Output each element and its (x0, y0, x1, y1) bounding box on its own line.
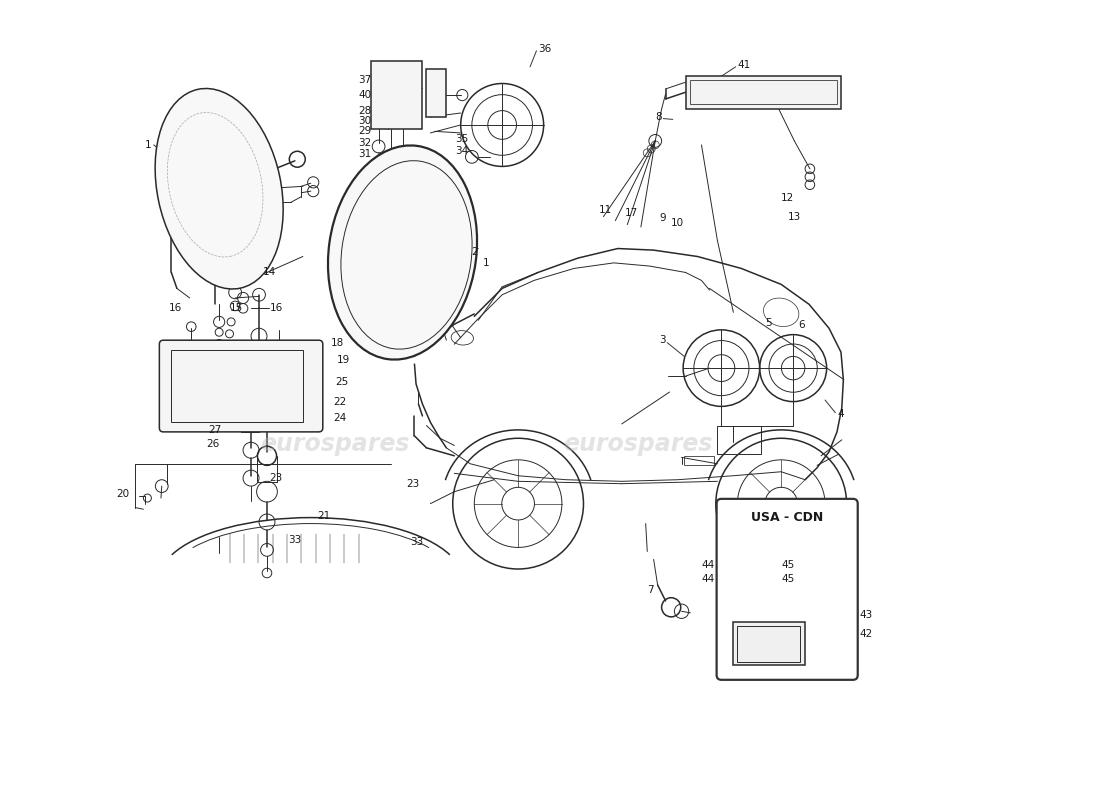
Text: 40: 40 (359, 90, 372, 101)
Text: USA - CDN: USA - CDN (751, 511, 823, 525)
Text: eurospares: eurospares (260, 432, 409, 456)
Text: 41: 41 (737, 60, 750, 70)
Text: 22: 22 (333, 397, 346, 406)
Ellipse shape (155, 89, 283, 289)
Text: 26: 26 (206, 439, 219, 449)
Text: 29: 29 (359, 126, 372, 135)
Text: 6: 6 (799, 320, 805, 330)
FancyBboxPatch shape (427, 69, 447, 117)
Text: 1: 1 (145, 140, 152, 150)
Text: 25: 25 (334, 378, 348, 387)
Text: 35: 35 (455, 134, 469, 143)
Text: 32: 32 (359, 138, 372, 148)
Text: 44: 44 (702, 574, 715, 584)
Text: 19: 19 (337, 355, 350, 365)
Text: 21: 21 (317, 510, 330, 521)
FancyBboxPatch shape (716, 499, 858, 680)
Text: 31: 31 (359, 150, 372, 159)
Text: 36: 36 (538, 44, 551, 54)
Text: 24: 24 (333, 413, 346, 422)
Ellipse shape (328, 146, 477, 359)
Text: 45: 45 (781, 574, 794, 584)
FancyBboxPatch shape (160, 340, 322, 432)
Text: 8: 8 (654, 112, 661, 122)
Text: 37: 37 (359, 74, 372, 85)
Text: 43: 43 (859, 610, 872, 620)
Text: 30: 30 (359, 116, 372, 126)
Text: 15: 15 (230, 303, 243, 314)
Text: 44: 44 (702, 560, 715, 570)
Text: 17: 17 (625, 209, 638, 218)
Text: 9: 9 (659, 214, 666, 223)
Text: eurospares: eurospares (563, 432, 713, 456)
Text: 10: 10 (671, 218, 684, 228)
Text: 1: 1 (483, 258, 490, 268)
Text: 7: 7 (647, 585, 653, 594)
Text: 13: 13 (788, 212, 801, 222)
Text: 33: 33 (288, 534, 301, 545)
Text: 14: 14 (263, 267, 276, 278)
Text: 20: 20 (116, 489, 129, 499)
FancyBboxPatch shape (685, 75, 842, 109)
Text: 11: 11 (598, 206, 613, 215)
Text: 23: 23 (270, 473, 283, 483)
Text: 42: 42 (859, 629, 872, 638)
Text: 18: 18 (331, 338, 344, 347)
Text: 5: 5 (766, 318, 772, 329)
FancyBboxPatch shape (371, 61, 422, 129)
Text: 23: 23 (407, 478, 420, 489)
Text: 16: 16 (270, 303, 283, 314)
Text: 4: 4 (837, 410, 844, 419)
FancyBboxPatch shape (734, 622, 805, 666)
Text: 33: 33 (410, 537, 424, 547)
Text: 34: 34 (455, 146, 469, 156)
Text: 3: 3 (659, 335, 666, 346)
Text: 45: 45 (781, 560, 794, 570)
Text: 28: 28 (359, 106, 372, 117)
Text: 2: 2 (472, 246, 478, 257)
Text: 27: 27 (208, 426, 221, 435)
Text: 12: 12 (781, 193, 794, 202)
Text: 16: 16 (168, 303, 182, 314)
